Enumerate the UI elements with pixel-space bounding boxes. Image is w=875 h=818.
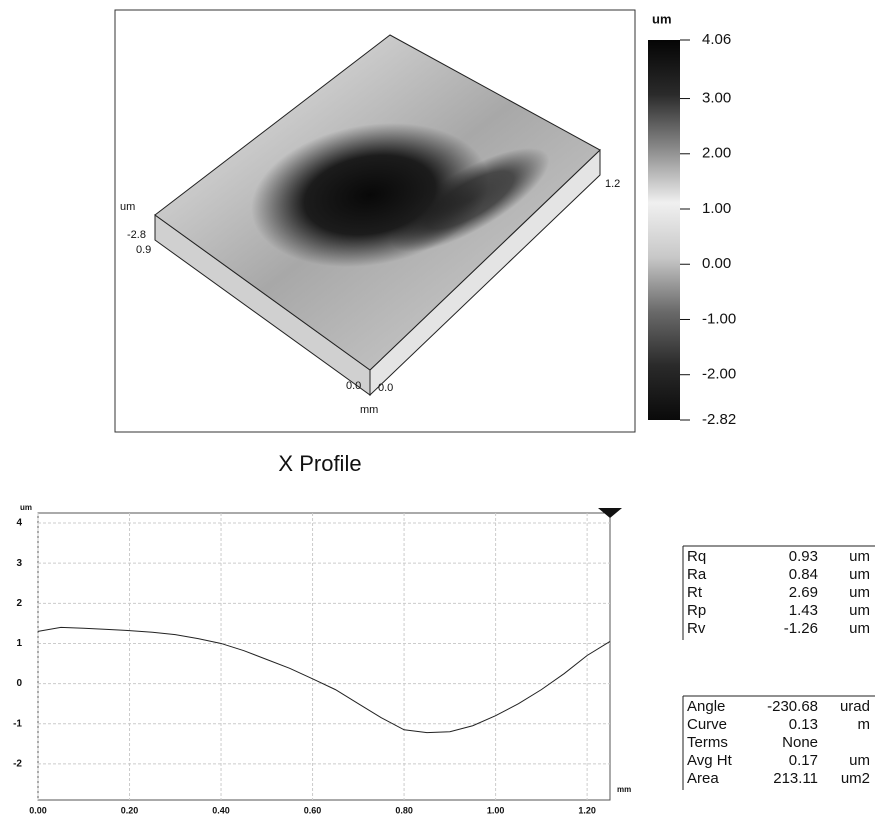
tick-label: 1.00	[702, 200, 731, 217]
row-label: Curve	[687, 716, 727, 733]
tick-label: -1.00	[702, 310, 736, 327]
profile-line	[37, 626, 611, 734]
row-label: Avg Ht	[687, 752, 733, 769]
x-tick-label: 0.80	[395, 805, 413, 815]
y-tick-label: 3	[16, 558, 22, 569]
row-unit: um	[849, 752, 870, 769]
tick-label: -2.8	[127, 229, 146, 241]
y-tick-label: 0	[16, 678, 22, 689]
row-label: Rv	[687, 620, 706, 637]
tick-label: 3.00	[702, 90, 731, 107]
row-label: Area	[687, 770, 719, 787]
colorbar	[648, 40, 680, 420]
row-value: 1.43	[789, 602, 818, 619]
tick-label: 4.06	[702, 31, 731, 48]
tick-label: 0.9	[136, 244, 151, 256]
row-value: 0.84	[789, 566, 818, 583]
row-label: Rq	[687, 548, 706, 565]
y-tick-label: -1	[13, 718, 22, 729]
row-value: 213.11	[773, 770, 818, 787]
x-tick-label: 0.00	[29, 805, 47, 815]
tick-label: 1.2	[605, 178, 620, 190]
x-axis-label: mm	[617, 785, 631, 794]
row-value: -1.26	[784, 620, 818, 637]
row-label: Rt	[687, 584, 703, 601]
chart-title: X Profile	[278, 451, 361, 476]
tick-label: -2.00	[702, 366, 736, 383]
y-tick-label: 4	[16, 518, 22, 529]
row-label: Rp	[687, 602, 706, 619]
x-tick-label: 1.00	[487, 805, 505, 815]
row-unit: um	[849, 566, 870, 583]
tick-label: 0.0	[378, 382, 393, 394]
surface-frame	[114, 9, 636, 433]
row-unit: um	[849, 620, 870, 637]
y-tick-label: 1	[16, 638, 22, 649]
y-tick-label: 2	[16, 598, 22, 609]
cursor-marker	[598, 508, 622, 518]
row-value: None	[782, 734, 818, 751]
row-label: Angle	[687, 698, 725, 715]
row-value: 0.13	[789, 716, 818, 733]
row-unit: urad	[840, 698, 870, 715]
x-tick-label: 0.20	[121, 805, 139, 815]
tick-label: 0.0	[346, 380, 361, 392]
row-label: Terms	[687, 734, 728, 751]
tick-label: 0.00	[702, 255, 731, 272]
row-value: 0.17	[789, 752, 818, 769]
x-tick-label: 1.20	[578, 805, 596, 815]
row-unit: um	[849, 584, 870, 601]
row-value: -230.68	[767, 698, 818, 715]
axis-label: mm	[360, 404, 378, 416]
tick-label: -2.82	[702, 411, 736, 428]
row-value: 2.69	[789, 584, 818, 601]
row-unit: um	[849, 548, 870, 565]
colorbar-label: um	[652, 11, 672, 26]
box-top	[154, 34, 601, 371]
x-tick-label: 0.40	[212, 805, 230, 815]
x-tick-label: 0.60	[304, 805, 322, 815]
row-label: Ra	[687, 566, 707, 583]
axis-label: um	[120, 201, 135, 213]
y-axis-label: um	[20, 503, 32, 512]
row-unit: um2	[841, 770, 870, 787]
row-unit: m	[858, 716, 871, 733]
surface-image	[155, 35, 600, 370]
row-unit: um	[849, 602, 870, 619]
tick-label: 2.00	[702, 145, 731, 162]
y-tick-label: -2	[13, 759, 22, 770]
plot-frame	[37, 512, 611, 801]
row-value: 0.93	[789, 548, 818, 565]
